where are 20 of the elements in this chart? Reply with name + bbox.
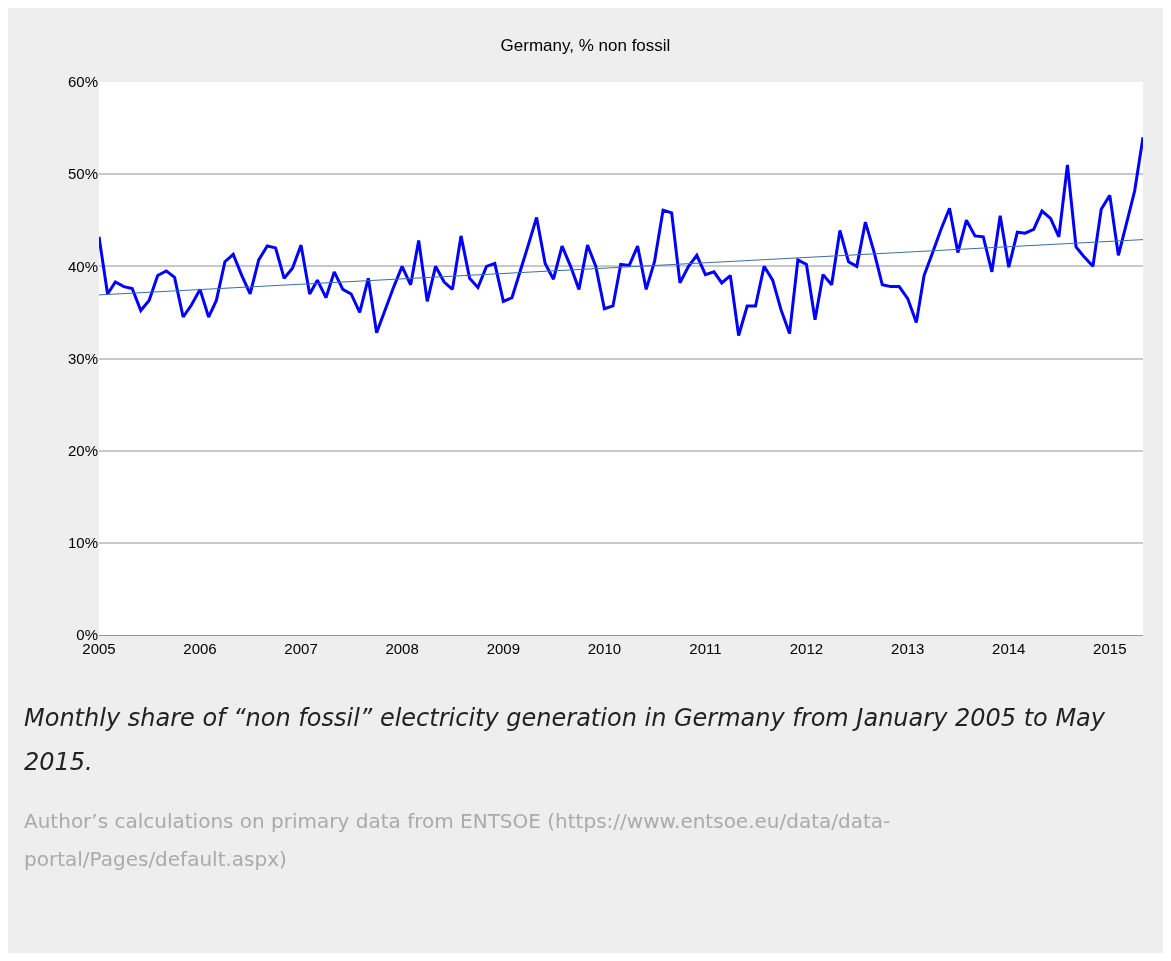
- x-tick-label: 2009: [486, 640, 521, 657]
- y-tick-label: 30%: [67, 349, 98, 367]
- y-tick-label: 40%: [67, 257, 98, 275]
- y-tick-label: 60%: [67, 73, 98, 91]
- y-tick-label: 50%: [67, 165, 98, 183]
- x-tick-label: 2007: [284, 640, 318, 657]
- x-tick-label: 2015: [1093, 640, 1127, 657]
- chart-title: Germany, % non fossil: [500, 35, 671, 55]
- x-tick-label: 2006: [183, 640, 217, 657]
- y-tick-label: 10%: [67, 534, 98, 552]
- y-tick-label: 20%: [67, 441, 98, 459]
- x-tick-label: 2008: [385, 640, 419, 657]
- text: Author’s calculations on primary data from ENTSOE (https://www.entsoe.eu/data/data-portal/Pages/default.aspx): [24, 808, 892, 873]
- x-tick-label: 2011: [689, 640, 722, 657]
- x-tick-label: 2010: [587, 640, 622, 657]
- text: Monthly share of “non fossil” electricity generation in Germany from January 2005 to May 2015.: [24, 703, 1106, 778]
- x-tick-label: 2014: [992, 640, 1026, 657]
- line-series: [99, 135, 1143, 337]
- x-tick-label: 2012: [789, 640, 824, 657]
- x-tick-label: 2013: [891, 640, 925, 657]
